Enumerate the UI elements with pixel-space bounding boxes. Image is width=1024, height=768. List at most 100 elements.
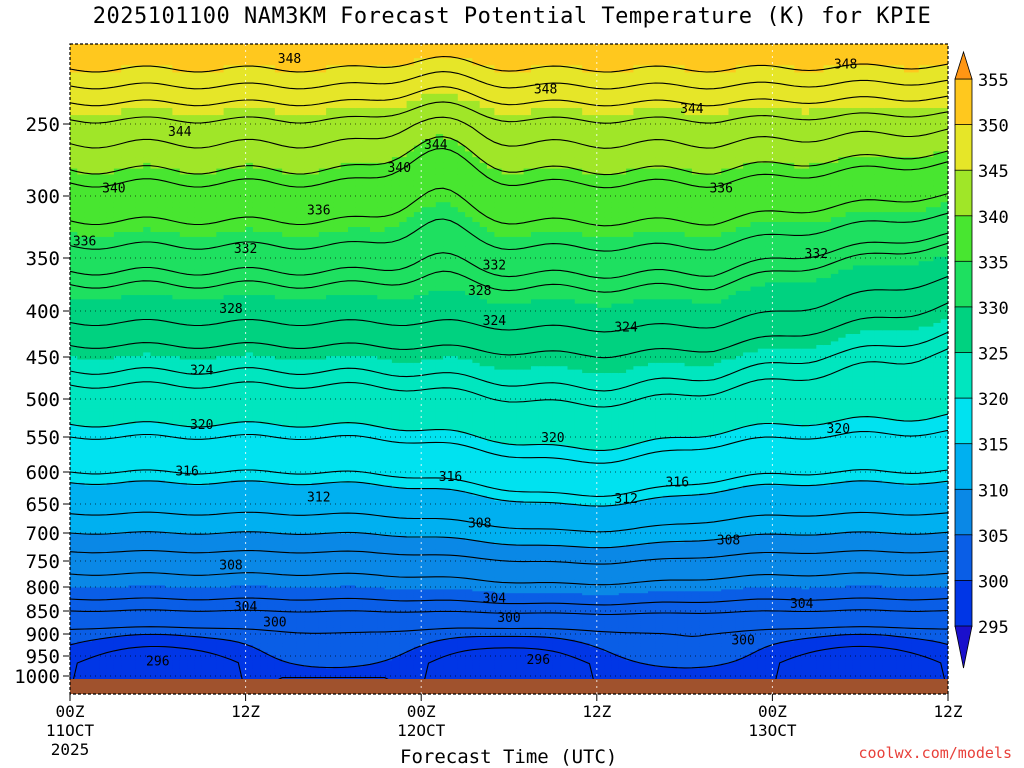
heatmap-cell	[157, 623, 166, 626]
heatmap-cell	[209, 72, 217, 81]
heatmap-cell	[150, 303, 159, 309]
heatmap-cell	[121, 379, 130, 384]
heatmap-cell	[70, 79, 78, 88]
heatmap-cell	[150, 665, 159, 668]
heatmap-cell	[92, 299, 100, 305]
heatmap-cell	[135, 663, 144, 666]
heatmap-cell	[84, 359, 93, 364]
heatmap-cell	[201, 542, 210, 546]
heatmap-cell	[201, 556, 210, 559]
heatmap-cell	[238, 337, 247, 342]
heatmap-cell	[70, 408, 78, 413]
heatmap-cell	[121, 510, 130, 514]
heatmap-cell	[121, 522, 130, 525]
heatmap-cell	[92, 602, 100, 606]
heatmap-cell	[194, 595, 203, 598]
heatmap-cell	[84, 72, 93, 81]
heatmap-cell	[223, 330, 232, 335]
heatmap-cell	[201, 488, 210, 492]
heatmap-cell	[209, 485, 217, 489]
heatmap-cell	[238, 427, 247, 431]
heatmap-cell	[77, 528, 86, 532]
heatmap-cell	[135, 282, 144, 288]
heatmap-cell	[209, 628, 217, 632]
heatmap-cell	[179, 222, 188, 228]
heatmap-cell	[99, 477, 108, 481]
heatmap-cell	[150, 290, 159, 296]
heatmap-cell	[70, 430, 78, 434]
heatmap-cell	[238, 44, 247, 52]
heatmap-cell	[157, 134, 166, 141]
heatmap-cell	[128, 251, 137, 258]
heatmap-cell	[216, 577, 225, 580]
heatmap-cell	[245, 44, 254, 52]
heatmap-cell	[245, 202, 254, 208]
heatmap-cell	[135, 508, 144, 511]
heatmap-cell	[121, 650, 130, 653]
heatmap-cell	[179, 162, 188, 170]
heatmap-cell	[135, 547, 144, 550]
heatmap-cell	[113, 311, 122, 317]
heatmap-cell	[238, 286, 247, 292]
heatmap-cell	[223, 145, 232, 152]
heatmap-cell	[106, 579, 115, 582]
heatmap-cell	[84, 589, 93, 592]
heatmap-cell	[70, 508, 78, 511]
heatmap-cell	[121, 185, 130, 193]
heatmap-cell	[179, 341, 188, 346]
heatmap-cell	[165, 197, 173, 203]
heatmap-cell	[172, 538, 181, 541]
heatmap-cell	[179, 503, 188, 507]
heatmap-cell	[216, 628, 225, 632]
heatmap-cell	[99, 461, 108, 465]
heatmap-cell	[245, 100, 254, 109]
heatmap-cell	[143, 593, 152, 596]
heatmap-cell	[157, 653, 166, 657]
heatmap-cell	[165, 648, 173, 651]
heatmap-cell	[99, 278, 108, 283]
heatmap-cell	[150, 408, 159, 413]
heatmap-cell	[92, 399, 100, 404]
heatmap-cell	[201, 573, 210, 576]
heatmap-cell	[223, 295, 232, 300]
heatmap-cell	[157, 570, 166, 574]
heatmap-cell	[201, 447, 210, 451]
heatmap-cell	[150, 227, 159, 233]
heatmap-cell	[135, 585, 144, 588]
heatmap-cell	[77, 639, 86, 643]
heatmap-cell	[187, 589, 195, 592]
heatmap-cell	[143, 639, 152, 643]
heatmap-cell	[216, 623, 225, 626]
heatmap-cell	[143, 560, 152, 564]
heatmap-cell	[135, 477, 144, 481]
heatmap-cell	[77, 207, 86, 213]
heatmap-cell	[216, 334, 225, 339]
heatmap-cell	[135, 430, 144, 434]
heatmap-cell	[92, 359, 100, 364]
heatmap-cell	[201, 450, 210, 454]
heatmap-cell	[194, 402, 203, 407]
heatmap-cell	[121, 528, 130, 532]
heatmap-cell	[77, 455, 86, 460]
heatmap-cell	[201, 593, 210, 596]
heatmap-cell	[128, 593, 137, 596]
heatmap-cell	[99, 139, 108, 147]
heatmap-cell	[150, 373, 159, 377]
heatmap-cell	[99, 600, 108, 604]
heatmap-cell	[157, 461, 166, 465]
heatmap-cell	[121, 526, 130, 530]
heatmap-cell	[84, 145, 93, 152]
heatmap-cell	[187, 657, 195, 660]
heatmap-cell	[92, 379, 100, 384]
heatmap-cell	[84, 286, 93, 292]
heatmap-cell	[231, 86, 239, 95]
heatmap-cell	[201, 162, 210, 170]
heatmap-cell	[113, 650, 122, 653]
heatmap-cell	[128, 100, 137, 109]
heatmap-cell	[106, 261, 115, 266]
heatmap-cell	[106, 482, 115, 487]
heatmap-cell	[194, 519, 203, 523]
heatmap-cell	[135, 538, 144, 541]
heatmap-cell	[187, 348, 195, 353]
heatmap-cell	[194, 568, 203, 572]
